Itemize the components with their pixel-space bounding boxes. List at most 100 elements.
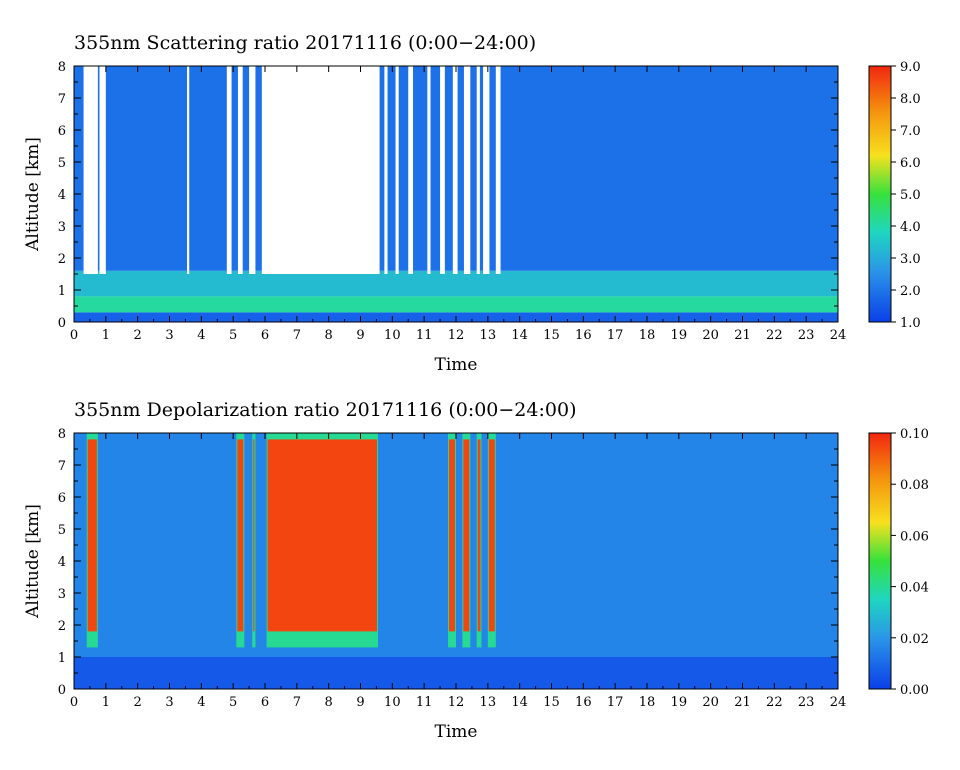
x-tick-label: 17 [607,328,624,343]
x-tick-label: 23 [798,695,815,710]
no-data-period-14 [476,66,480,274]
heatmap-layer-2 [74,270,838,297]
no-data-period-4 [237,66,243,274]
x-tick-label: 13 [480,695,497,710]
y-tick-label: 7 [58,459,66,474]
no-data-period-9 [408,66,414,274]
x-tick-label: 8 [325,695,333,710]
no-data-period-11 [440,66,445,274]
high-depol-period-0 [86,433,98,648]
panel-scattering-ratio: 355nm Scattering ratio 20171116 (0:00−24… [23,32,921,375]
x-tick-label: 7 [293,695,301,710]
colorbar-tick-label: 0.00 [900,683,929,698]
y-tick-label: 6 [58,491,66,506]
x-tick-label: 23 [798,328,815,343]
no-data-period-1 [99,66,106,274]
y-tick-label: 5 [58,156,66,171]
chart-title: 355nm Depolarization ratio 20171116 (0:0… [74,399,576,421]
x-tick-label: 22 [766,695,783,710]
y-tick-label: 4 [58,555,66,570]
high-depol-period-6 [476,433,482,648]
x-tick-label: 5 [229,695,237,710]
colorbar-tick-label: 0.04 [900,581,929,596]
high-depol-period-7 [487,433,496,648]
no-data-period-5 [249,66,256,274]
heatmap-plot-area [74,433,838,689]
colorbar-ticks: 0.00 0.02 0.04 0.06 0.08 0.10 [891,427,929,698]
colorbar-tick-label: 7.0 [900,124,921,139]
colorbar-tick-label: 3.0 [900,252,921,267]
no-data-period-10 [427,66,431,274]
high-depol-period-1 [236,433,245,648]
y-tick-label: 0 [58,316,66,331]
x-tick-label: 9 [356,695,364,710]
x-tick-label: 13 [480,328,497,343]
x-tick-label: 2 [134,695,142,710]
y-tick-label: 1 [58,651,66,666]
colorbar-tick-label: 0.10 [900,427,929,442]
x-tick-label: 1 [102,695,110,710]
y-tick-label: 0 [58,683,66,698]
y-axis-label: Altitude [km] [23,504,43,619]
x-tick-label: 12 [448,328,465,343]
colorbar-ticks: 1.0 2.0 3.0 4.0 5.0 6.0 7.0 8.0 9.0 [891,60,921,331]
x-tick-label: 11 [416,695,433,710]
high-depol-period-4 [448,433,456,648]
x-tick-label: 19 [671,695,688,710]
x-axis: 0 1 2 3 4 5 6 7 8 9 10 11 12 13 14 15 16 17 18 19 20 21 22 23 24 [70,66,846,343]
x-tick-label: 9 [356,328,364,343]
x-tick-label: 22 [766,328,783,343]
x-tick-label: 14 [511,695,528,710]
x-tick-label: 17 [607,695,624,710]
x-tick-label: 21 [734,695,751,710]
x-tick-label: 10 [384,695,401,710]
no-data-period-13 [463,66,471,274]
x-tick-label: 18 [639,695,656,710]
y-tick-label: 3 [58,220,66,235]
x-tick-label: 16 [575,695,592,710]
x-tick-label: 6 [261,695,269,710]
x-tick-label: 0 [70,695,78,710]
heatmap-plot-area [74,66,838,322]
x-tick-label: 18 [639,328,656,343]
x-axis: 0 1 2 3 4 5 6 7 8 9 10 11 12 13 14 15 16 17 18 19 20 21 22 23 24 [70,433,846,710]
x-tick-label: 16 [575,328,592,343]
x-tick-label: 21 [734,328,751,343]
x-tick-label: 10 [384,328,401,343]
x-tick-label: 15 [543,695,560,710]
x-tick-label: 24 [830,328,847,343]
colorbar [868,432,892,690]
x-tick-label: 0 [70,328,78,343]
y-tick-label: 8 [58,60,66,75]
colorbar-tick-label: 2.0 [900,284,921,299]
y-tick-label: 5 [58,523,66,538]
x-tick-label: 3 [165,695,173,710]
no-data-period-2 [187,66,190,274]
colorbar-tick-label: 0.08 [900,478,929,493]
y-tick-label: 4 [58,188,66,203]
colorbar-tick-label: 5.0 [900,188,921,203]
x-tick-label: 19 [671,328,688,343]
colorbar-tick-label: 4.0 [900,220,921,235]
x-tick-label: 15 [543,328,560,343]
colorbar-tick-label: 1.0 [900,316,921,331]
x-tick-label: 8 [325,328,333,343]
panel-depolarization-ratio: 355nm Depolarization ratio 20171116 (0:0… [23,399,929,742]
heatmap-layer-1 [74,296,838,313]
y-axis: 0 1 2 3 4 5 6 7 8 [58,60,838,331]
y-tick-label: 1 [58,284,66,299]
no-data-period-16 [495,66,501,274]
x-tick-label: 20 [702,695,719,710]
high-depol-period-5 [462,433,471,648]
no-data-period-15 [483,66,490,274]
colorbar [868,65,892,323]
colorbar-tick-label: 6.0 [900,156,921,171]
colorbar-tick-label: 0.06 [900,529,929,544]
no-data-period-7 [384,66,388,274]
no-data-period-6 [261,66,380,274]
x-tick-label: 3 [165,328,173,343]
x-tick-label: 1 [102,328,110,343]
y-tick-label: 8 [58,427,66,442]
x-tick-label: 24 [830,695,847,710]
y-tick-label: 2 [58,619,66,634]
